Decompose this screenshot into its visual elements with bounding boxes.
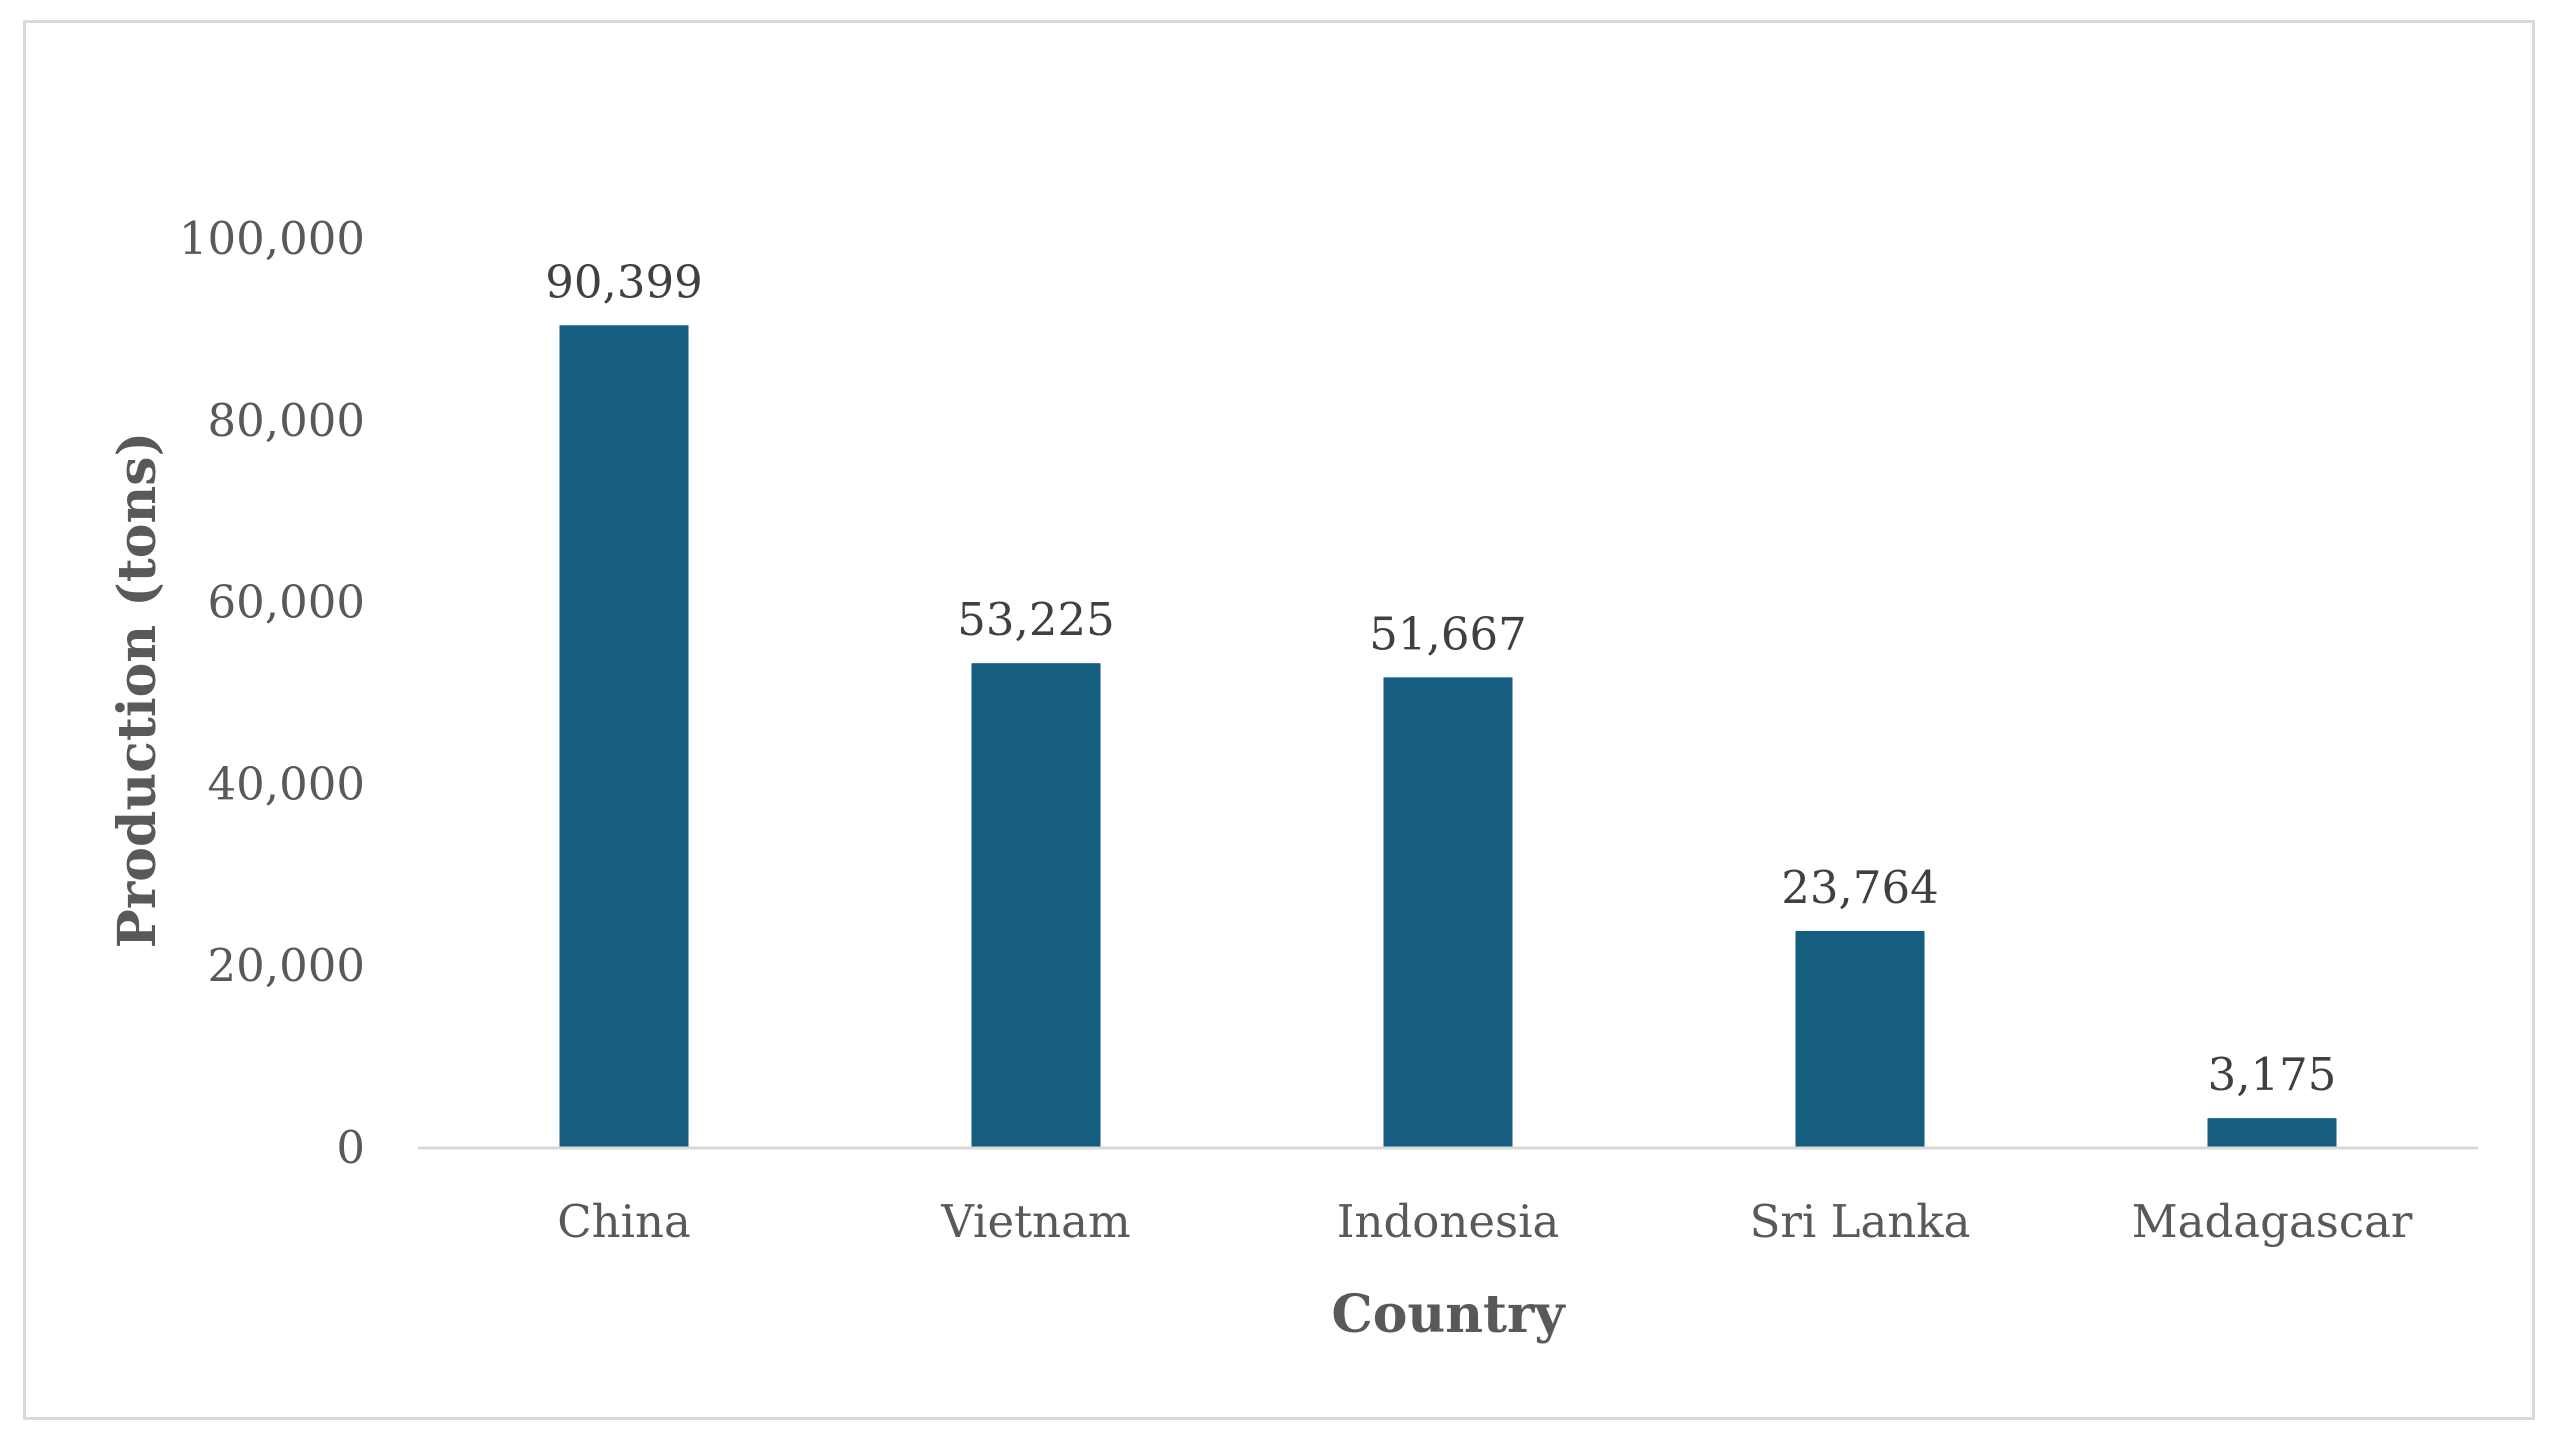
x-tick-label: China <box>557 1195 691 1248</box>
y-tick-label: 100,000 <box>179 212 365 265</box>
y-axis-title: Production (tons) <box>107 432 168 948</box>
bar-china <box>559 325 689 1148</box>
bar-sri-lanka <box>1795 930 1925 1147</box>
bar-vietnam <box>971 663 1101 1147</box>
bar-indonesia <box>1383 677 1513 1147</box>
data-label: 90,399 <box>545 255 702 308</box>
y-tick-label: 20,000 <box>208 939 365 992</box>
x-tick-label: Sri Lanka <box>1750 1195 1971 1248</box>
data-labels: 90,399 53,225 51,667 23,764 3,175 <box>545 255 2336 1101</box>
data-label: 3,175 <box>2208 1048 2337 1101</box>
bar-madagascar <box>2207 1118 2337 1147</box>
y-tick-label: 40,000 <box>208 757 365 810</box>
y-tick-label: 60,000 <box>208 576 365 629</box>
chart-frame <box>23 20 2535 1420</box>
y-tick-label: 80,000 <box>208 394 365 447</box>
x-tick-label: Indonesia <box>1337 1195 1560 1248</box>
data-label: 51,667 <box>1369 607 1526 660</box>
y-axis-ticks: 0 20,000 40,000 60,000 80,000 100,000 <box>179 212 365 1174</box>
x-tick-label: Vietnam <box>940 1195 1130 1248</box>
y-tick-label: 0 <box>336 1121 365 1174</box>
data-label: 23,764 <box>1781 861 1938 914</box>
x-tick-label: Madagascar <box>2132 1195 2413 1248</box>
data-label: 53,225 <box>957 593 1114 646</box>
x-axis-title: Country <box>1331 1284 1566 1345</box>
bars <box>559 325 2337 1148</box>
x-axis-ticks: China Vietnam Indonesia Sri Lanka Madagascar <box>557 1195 2413 1248</box>
